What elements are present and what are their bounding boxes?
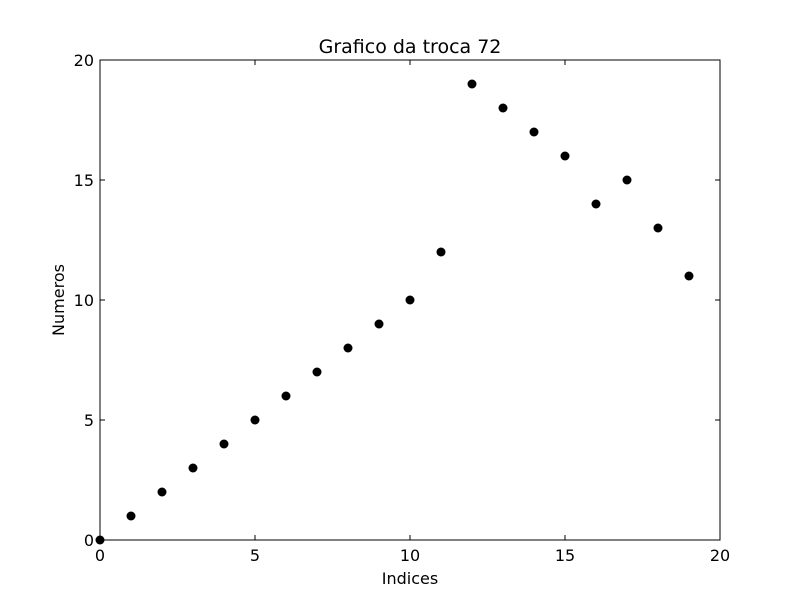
data-point [653,223,663,233]
x-tick-label: 5 [250,546,260,565]
data-point [95,535,105,545]
data-point [374,319,384,329]
data-point [126,511,136,521]
y-tick-label: 20 [74,51,94,70]
data-point [529,127,539,137]
y-tick-label: 0 [84,531,94,550]
data-point [467,79,477,89]
data-point [188,463,198,473]
x-tick-label: 20 [710,546,730,565]
data-point [560,151,570,161]
data-points [95,79,694,545]
data-point [591,199,601,209]
data-point [250,415,260,425]
data-point [622,175,632,185]
x-tick-label: 15 [555,546,575,565]
x-tick-label: 0 [95,546,105,565]
x-tick-label: 10 [400,546,420,565]
data-point [157,487,167,497]
data-point [436,247,446,257]
data-point [684,271,694,281]
data-point [281,391,291,401]
data-point [405,295,415,305]
axis-ticks [99,59,721,541]
data-point [498,103,508,113]
data-point [343,343,353,353]
chart-title: Grafico da troca 72 [319,36,502,58]
y-tick-label: 10 [74,291,94,310]
data-point [312,367,322,377]
data-point [219,439,229,449]
y-axis-label: Numeros [49,264,68,336]
x-axis-label: Indices [382,569,438,588]
y-tick-label: 15 [74,171,94,190]
tick-labels: 0 5 10 15 20 0 5 10 15 20 [74,51,731,565]
y-tick-label: 5 [84,411,94,430]
